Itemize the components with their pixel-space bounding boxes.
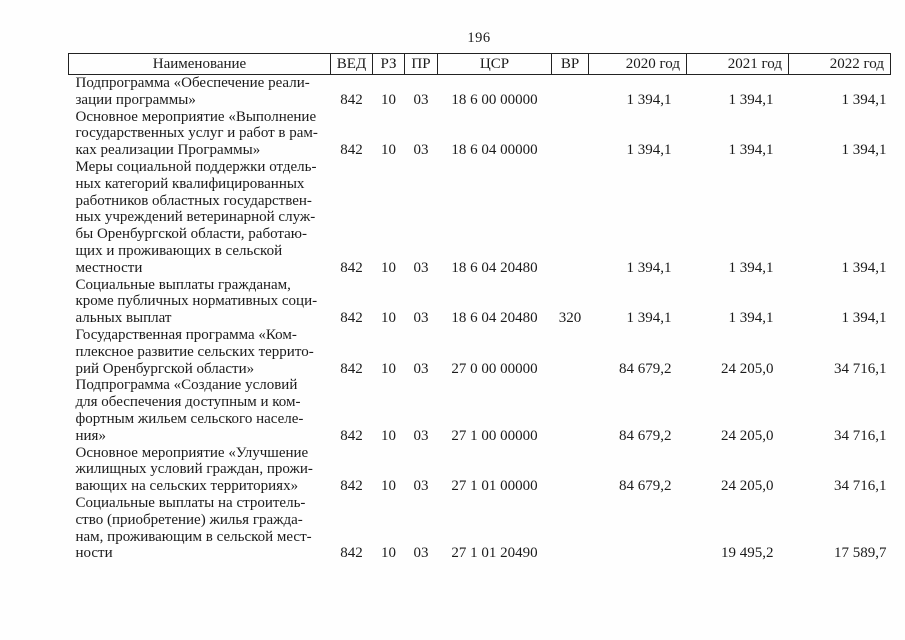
cell-ved: 842: [340, 142, 363, 159]
cell-pr: 03: [413, 259, 429, 276]
cell-vr: [552, 75, 589, 109]
cell-y2021: 1 394,1: [728, 259, 774, 276]
cell-csr: 18 6 04 20480: [451, 310, 538, 327]
column-header-csr: ЦСР: [437, 53, 552, 75]
cell-vr: [552, 109, 589, 159]
cell-csr: 18 6 00 00000: [451, 91, 538, 108]
column-header-name: Наименование: [68, 53, 331, 75]
cell-ved: 842: [340, 478, 363, 495]
table-row: Государственная программа «Ком- плексное…: [69, 327, 891, 377]
table-row: Подпрограмма «Создание условий для обесп…: [69, 377, 891, 444]
cell-rz: 10: [381, 478, 396, 495]
cell-y2020: 1 394,1: [626, 259, 672, 276]
cell-ved: 842: [340, 360, 363, 377]
cell-ved: 842: [340, 310, 363, 327]
table-row: Основное мероприятие «Улучшение жилищных…: [69, 445, 891, 495]
budget-table: Наименование ВЕД РЗ ПР ЦСР ВР 2020 год 2021 год…: [68, 53, 891, 562]
cell-ved: 842: [340, 545, 363, 562]
cell-y2021: 24 205,0: [721, 478, 774, 495]
page-number: 196: [467, 30, 491, 46]
cell-pr: 03: [413, 360, 429, 377]
table-header: Наименование ВЕД РЗ ПР ЦСР ВР 2020 год 2021 год…: [68, 53, 891, 75]
cell-name: Меры социальной поддержки отдель- ных ка…: [75, 158, 317, 276]
cell-csr: 27 1 01 20490: [451, 545, 538, 562]
cell-y2022: 1 394,1: [841, 142, 887, 159]
cell-vr: [552, 445, 589, 495]
cell-rz: 10: [381, 91, 396, 108]
column-header-y2021: 2021 год: [686, 53, 789, 75]
cell-y2021: 24 205,0: [721, 360, 774, 377]
column-header-rz: РЗ: [372, 53, 405, 75]
cell-name: Социальные выплаты на строитель- ство (п…: [75, 494, 312, 562]
cell-rz: 10: [381, 310, 396, 327]
cell-csr: 27 1 00 00000: [451, 427, 538, 444]
cell-y2022: 1 394,1: [841, 310, 887, 327]
table-row: Подпрограмма «Обеспечение реали- зации п…: [69, 75, 891, 109]
cell-ved: 842: [340, 91, 363, 108]
cell-pr: 03: [413, 545, 429, 562]
cell-y2020: [589, 495, 687, 562]
cell-pr: 03: [413, 310, 429, 327]
table-row: Основное мероприятие «Выполнение государ…: [69, 109, 891, 159]
cell-rz: 10: [381, 142, 396, 159]
cell-ved: 842: [340, 259, 363, 276]
cell-rz: 10: [381, 259, 396, 276]
table-row: Социальные выплаты гражданам, кроме публ…: [69, 277, 891, 327]
cell-y2020: 1 394,1: [626, 91, 672, 108]
cell-vr: [552, 377, 589, 444]
cell-csr: 27 1 01 00000: [451, 478, 538, 495]
cell-y2022: 34 716,1: [834, 478, 887, 495]
cell-y2020: 1 394,1: [626, 310, 672, 327]
cell-y2020: 84 679,2: [619, 478, 672, 495]
cell-csr: 18 6 04 00000: [451, 142, 538, 159]
cell-y2022: 1 394,1: [841, 91, 887, 108]
cell-csr: 27 0 00 00000: [451, 360, 538, 377]
cell-vr: [552, 159, 589, 277]
cell-y2021: 24 205,0: [721, 427, 774, 444]
cell-csr: 18 6 04 20480: [451, 259, 538, 276]
table-body: Подпрограмма «Обеспечение реали- зации п…: [69, 75, 891, 563]
column-header-vr: ВР: [551, 53, 589, 75]
cell-y2020: 84 679,2: [619, 427, 672, 444]
cell-y2022: 1 394,1: [841, 259, 887, 276]
column-header-ved: ВЕД: [330, 53, 373, 75]
cell-y2021: 1 394,1: [728, 91, 774, 108]
table-row: Социальные выплаты на строитель- ство (п…: [69, 495, 891, 562]
cell-vr: [552, 495, 589, 562]
cell-y2020: 84 679,2: [619, 360, 672, 377]
cell-y2022: 34 716,1: [834, 427, 887, 444]
cell-y2022: 34 716,1: [834, 360, 887, 377]
cell-name: Государственная программа «Ком- плексное…: [75, 326, 314, 377]
cell-y2021: 1 394,1: [728, 142, 774, 159]
cell-pr: 03: [413, 91, 429, 108]
cell-vr: 320: [558, 310, 582, 327]
cell-vr: [552, 327, 589, 377]
cell-y2021: 19 495,2: [721, 545, 774, 562]
table-row: Меры социальной поддержки отдель- ных ка…: [69, 159, 891, 277]
column-header-y2022: 2022 год: [788, 53, 891, 75]
cell-rz: 10: [381, 545, 396, 562]
cell-name: Основное мероприятие «Выполнение государ…: [75, 108, 318, 159]
cell-rz: 10: [381, 360, 396, 377]
cell-name: Социальные выплаты гражданам, кроме публ…: [75, 276, 318, 327]
cell-pr: 03: [413, 427, 429, 444]
cell-name: Подпрограмма «Обеспечение реали- зации п…: [75, 75, 310, 108]
cell-ved: 842: [340, 427, 363, 444]
cell-y2021: 1 394,1: [728, 310, 774, 327]
cell-pr: 03: [413, 478, 429, 495]
cell-pr: 03: [413, 142, 429, 159]
column-header-pr: ПР: [404, 53, 438, 75]
cell-name: Основное мероприятие «Улучшение жилищных…: [75, 444, 313, 495]
cell-rz: 10: [381, 427, 396, 444]
table-header-row: Наименование ВЕД РЗ ПР ЦСР ВР 2020 год 2021 год…: [68, 53, 891, 75]
cell-name: Подпрограмма «Создание условий для обесп…: [75, 377, 304, 444]
column-header-y2020: 2020 год: [588, 53, 687, 75]
cell-y2020: 1 394,1: [626, 142, 672, 159]
cell-y2022: 17 589,7: [834, 545, 887, 562]
